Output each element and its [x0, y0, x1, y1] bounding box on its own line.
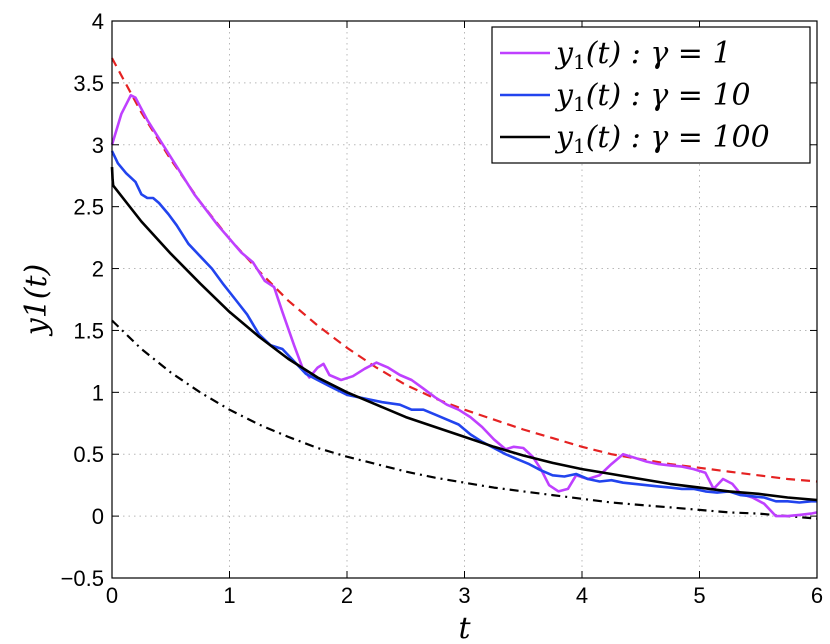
series-line-1 — [110, 94, 818, 518]
x-axis-label: t — [458, 611, 471, 644]
x-tick-label: 5 — [693, 583, 705, 608]
series-line-5 — [111, 319, 818, 520]
legend-entry: y1(t) : γ = 10 — [554, 78, 751, 116]
legend-entry: y1(t) : γ = 100 — [554, 120, 770, 158]
x-tick-label: 4 — [576, 583, 588, 608]
legend: y1(t) : γ = 1 y1(t) : γ = 10 y1(t) : γ = 1… — [491, 26, 811, 164]
y-tick-label: 1.5 — [73, 318, 104, 343]
y-tick-label: −0.5 — [61, 566, 104, 591]
series-layer — [110, 57, 818, 520]
x-tick-label: 3 — [458, 583, 470, 608]
x-tick-labels: 0 1 2 3 4 5 6 — [106, 583, 823, 608]
y-tick-label: 4 — [92, 9, 104, 34]
y-tick-label: 0.5 — [73, 442, 104, 467]
y-tick-label: 1 — [92, 380, 104, 405]
y-axis-label-text: y1(t) — [19, 264, 54, 338]
y-tick-label: 3 — [92, 133, 104, 158]
x-tick-label: 1 — [223, 583, 235, 608]
y-tick-label: 2 — [92, 257, 104, 282]
x-tick-label: 0 — [106, 583, 118, 608]
grid — [112, 21, 817, 578]
series-line-3 — [110, 167, 818, 502]
y-tick-labels: −0.5 0 0.5 1 1.5 2 2.5 3 3.5 4 — [61, 9, 104, 591]
y-tick-label: 0 — [92, 504, 104, 529]
axis-ticks — [111, 20, 818, 579]
y-tick-label: 3.5 — [73, 71, 104, 96]
series-line-2 — [110, 150, 817, 504]
y-axis-label: y1(t) — [19, 264, 54, 338]
x-tick-label: 2 — [341, 583, 353, 608]
x-tick-label: 6 — [811, 583, 823, 608]
legend-entry: y1(t) : γ = 1 — [554, 36, 732, 74]
y-tick-label: 2.5 — [73, 195, 104, 220]
